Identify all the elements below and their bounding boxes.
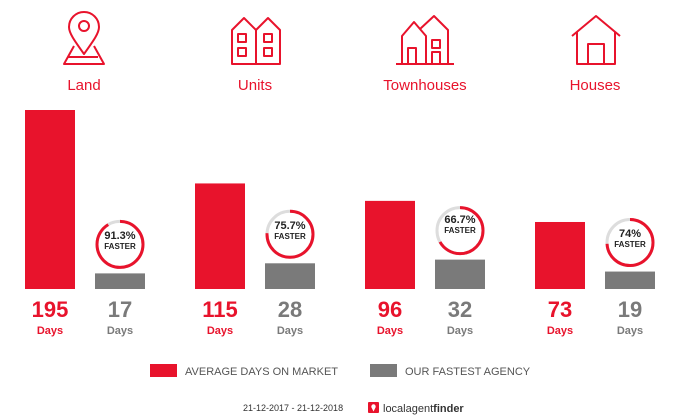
faster-label-land: FASTER <box>104 242 136 251</box>
bar-units-fastest <box>265 263 315 289</box>
value-label-land-fast: 17 <box>108 297 132 322</box>
units-icon <box>231 17 281 65</box>
ring-progress-units <box>265 209 315 259</box>
bar-houses-fastest <box>605 271 655 289</box>
legend: AVERAGE DAYS ON MARKET OUR FASTEST AGENC… <box>150 364 531 378</box>
value-label-units-fast: 28 <box>278 297 302 322</box>
brand-name-light: localagent <box>383 403 433 415</box>
category-label-houses: Houses <box>570 77 621 94</box>
unit-label-houses-avg: Days <box>547 325 573 337</box>
value-label-land-avg: 195 <box>32 297 69 322</box>
category-label-townhouses: Townhouses <box>383 77 466 94</box>
legend-label-fastest: OUR FASTEST AGENCY <box>405 366 531 378</box>
unit-label-units-fast: Days <box>277 325 303 337</box>
unit-label-land-fast: Days <box>107 325 133 337</box>
townhouses-icon <box>396 15 454 65</box>
brand-name: localagentfinder <box>383 403 464 415</box>
bar-houses-average <box>535 221 585 289</box>
percent-faster-houses: 74% <box>619 228 641 240</box>
value-label-houses-avg: 73 <box>548 297 572 322</box>
bar-units-average <box>195 183 245 289</box>
date-range: 21-12-2017 - 21-12-2018 <box>243 403 343 413</box>
value-label-townhouses-avg: 96 <box>378 297 402 322</box>
bars-group <box>25 110 655 289</box>
legend-swatch-fastest <box>370 364 397 377</box>
percent-faster-units: 75.7% <box>274 220 305 232</box>
legend-label-average: AVERAGE DAYS ON MARKET <box>185 366 338 378</box>
bar-land-average <box>25 110 75 289</box>
faster-label-townhouses: FASTER <box>444 226 476 235</box>
legend-swatch-average <box>150 364 177 377</box>
rings-group <box>95 206 655 269</box>
ring-progress-townhouses <box>435 206 485 256</box>
unit-label-units-avg: Days <box>207 325 233 337</box>
ring-progress-houses <box>605 218 655 268</box>
bar-townhouses-average <box>365 200 415 289</box>
value-label-houses-fast: 19 <box>618 297 642 322</box>
footer: 21-12-2017 - 21-12-2018 localagentfinder <box>243 402 464 415</box>
percent-faster-townhouses: 66.7% <box>444 214 475 226</box>
house-icon <box>571 15 621 65</box>
percent-faster-land: 91.3% <box>104 230 135 242</box>
faster-label-houses: FASTER <box>614 240 646 249</box>
unit-label-houses-fast: Days <box>617 325 643 337</box>
brand-name-bold: finder <box>433 403 464 415</box>
value-label-townhouses-fast: 32 <box>448 297 472 322</box>
bar-land-fastest <box>95 273 145 289</box>
bar-townhouses-fastest <box>435 259 485 289</box>
category-label-land: Land <box>67 77 100 94</box>
category-label-units: Units <box>238 77 272 94</box>
value-label-units-avg: 115 <box>202 297 238 322</box>
unit-label-townhouses-fast: Days <box>447 325 473 337</box>
unit-label-townhouses-avg: Days <box>377 325 403 337</box>
unit-label-land-avg: Days <box>37 325 63 337</box>
map-pin-icon <box>63 11 105 65</box>
ring-progress-land <box>95 219 145 269</box>
faster-label-units: FASTER <box>274 232 306 241</box>
